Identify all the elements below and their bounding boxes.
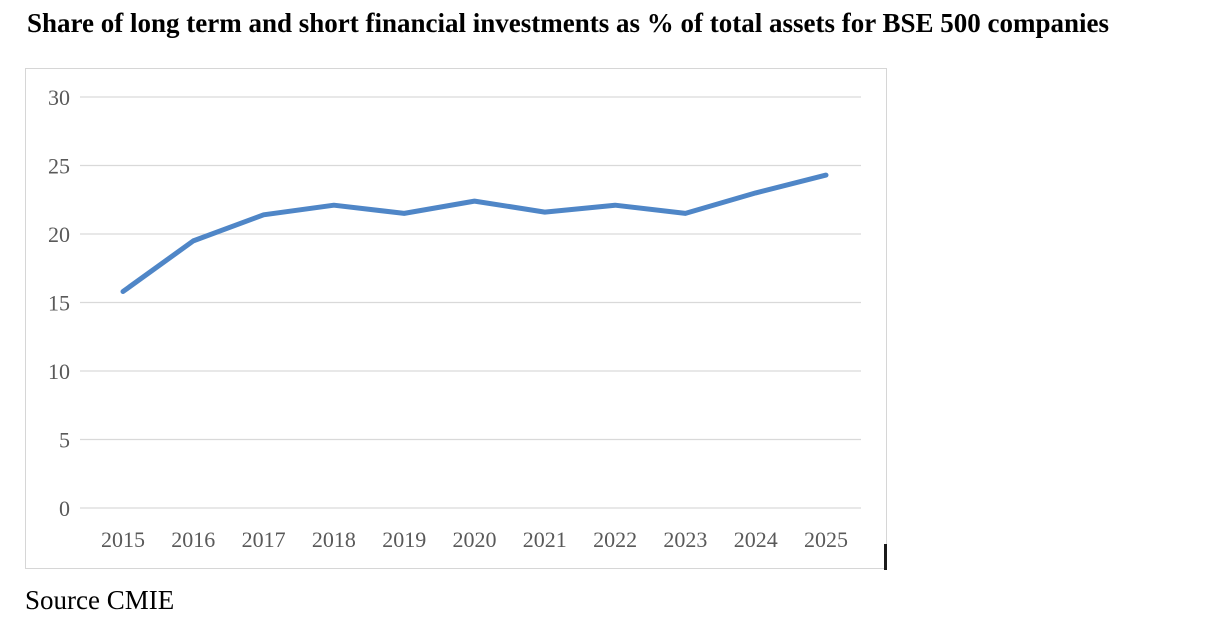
y-tick-label: 0: [59, 496, 70, 521]
x-tick-label: 2016: [171, 527, 215, 552]
x-tick-label: 2019: [382, 527, 426, 552]
y-tick-label: 30: [48, 85, 70, 110]
x-tick-label: 2024: [734, 527, 778, 552]
y-tick-label: 15: [48, 291, 70, 316]
x-tick-label: 2015: [101, 527, 145, 552]
chart-title: Share of long term and short financial i…: [27, 8, 1110, 38]
chart-frame: 0 5 10 15 20 25 30 2015 2016 2017 2018 2019 2020 2021…: [25, 68, 887, 569]
source-note: Source CMIE: [25, 585, 175, 615]
text-cursor-artifact: [884, 544, 887, 570]
y-tick-label: 20: [48, 222, 70, 247]
x-tick-label: 2017: [242, 527, 286, 552]
y-tick-label: 10: [48, 359, 70, 384]
x-tick-label: 2021: [523, 527, 567, 552]
x-tick-label: 2018: [312, 527, 356, 552]
x-tick-label: 2022: [593, 527, 637, 552]
y-tick-label: 25: [48, 154, 70, 179]
data-series-line: [120, 172, 829, 294]
x-tick-label: 2025: [804, 527, 848, 552]
x-tick-label: 2023: [663, 527, 707, 552]
y-tick-label: 5: [59, 428, 70, 453]
x-tick-label: 2020: [453, 527, 497, 552]
